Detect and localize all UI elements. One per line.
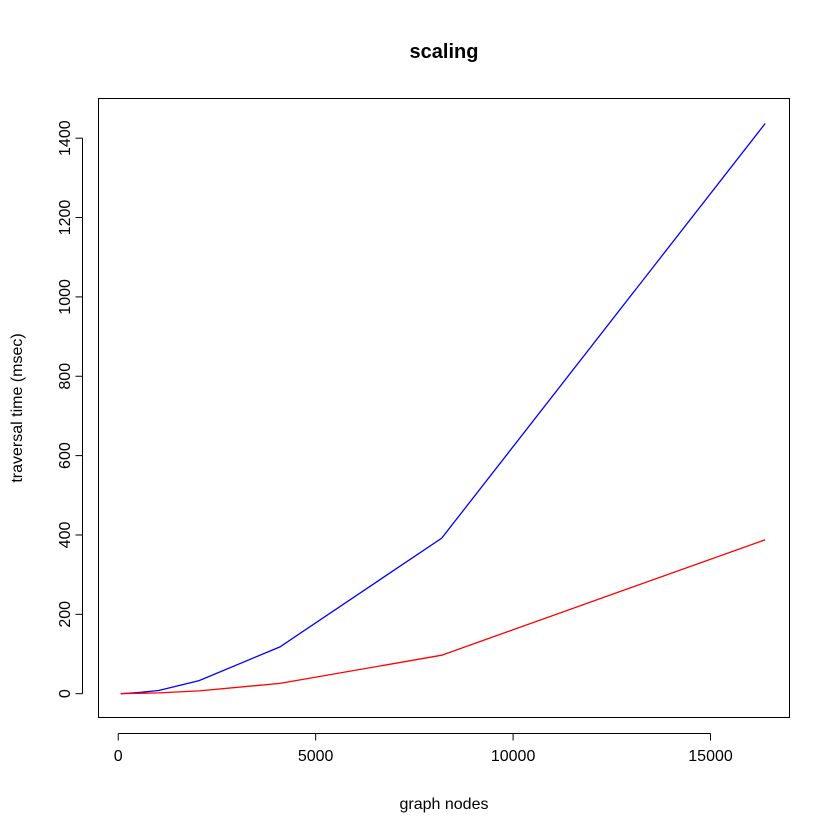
y-tick-label: 800 xyxy=(57,363,74,390)
series-group xyxy=(120,123,766,695)
y-tick-label: 1400 xyxy=(57,120,74,156)
plot-area xyxy=(98,98,790,718)
series-line-2 xyxy=(120,539,766,695)
y-axis-label: traversal time (msec) xyxy=(9,333,26,482)
y-axis: 0 200 400 600 800 1000 1200 1400 xyxy=(57,120,83,698)
series-line-1 xyxy=(120,123,766,695)
y-tick-label: 400 xyxy=(57,522,74,549)
x-axis: 0 5000 10000 15000 xyxy=(114,733,733,765)
x-tick-label: 0 xyxy=(114,748,123,765)
x-tick-label: 5000 xyxy=(298,748,334,765)
y-tick-label: 600 xyxy=(57,442,74,469)
y-tick-label: 0 xyxy=(57,689,74,698)
y-tick-label: 1000 xyxy=(57,279,74,315)
y-tick-label: 200 xyxy=(57,601,74,628)
x-tick-label: 15000 xyxy=(688,748,733,765)
y-tick-label: 1200 xyxy=(57,200,74,236)
chart-title: scaling xyxy=(410,41,479,63)
x-tick-label: 10000 xyxy=(491,748,536,765)
x-axis-label: graph nodes xyxy=(400,796,489,813)
